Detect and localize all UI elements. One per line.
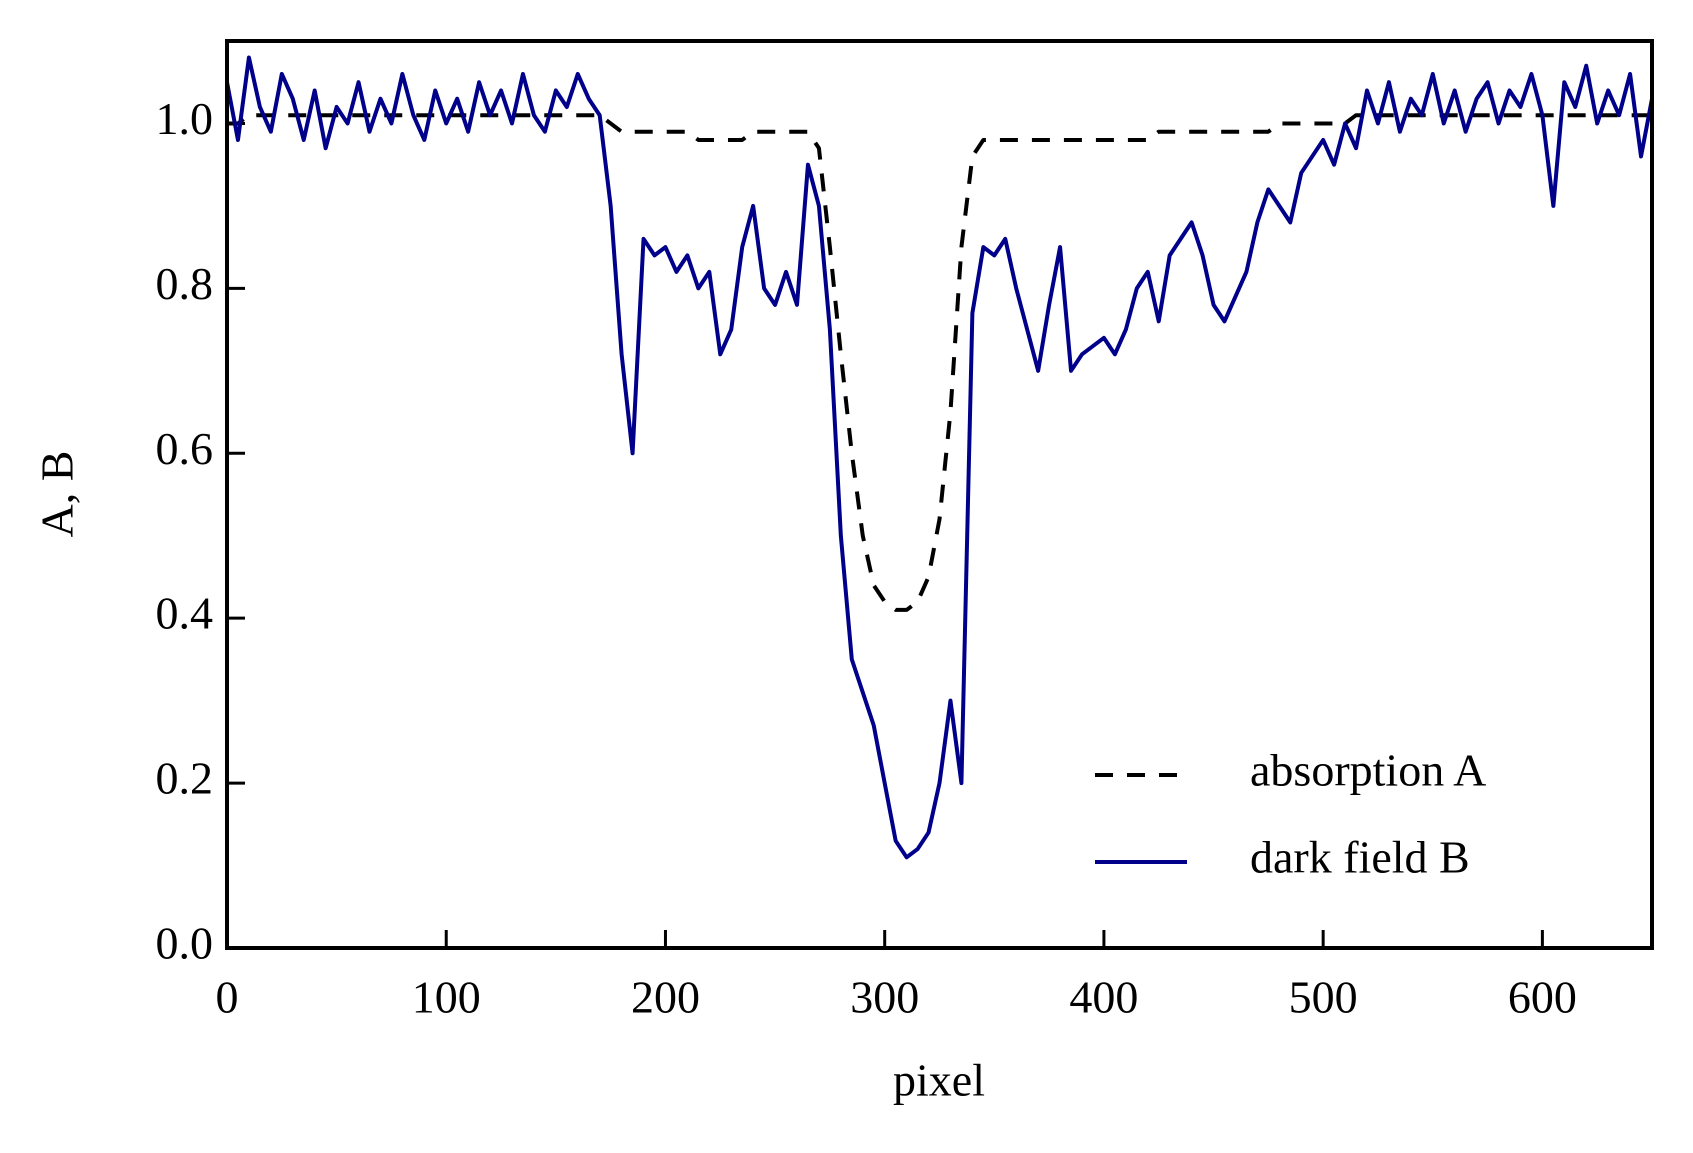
- y-tick-label: 0.4: [156, 588, 214, 639]
- legend-label: absorption A: [1250, 745, 1486, 796]
- x-axis-label: pixel: [893, 1055, 985, 1106]
- legend-label: dark field B: [1250, 832, 1470, 883]
- y-tick-label: 0.2: [156, 753, 214, 804]
- y-tick-label: 1.0: [156, 93, 214, 144]
- y-axis-label: A, B: [32, 451, 83, 538]
- data-line: [227, 113, 1652, 612]
- data-line: [227, 55, 1652, 860]
- y-tick-label: 0.8: [156, 258, 214, 309]
- x-tick-label: 300: [850, 972, 919, 1023]
- x-tick-label: 0: [216, 972, 239, 1023]
- x-tick-label: 200: [631, 972, 700, 1023]
- x-tick-label: 100: [412, 972, 481, 1023]
- x-tick-label: 400: [1069, 972, 1138, 1023]
- x-tick-label: 500: [1289, 972, 1358, 1023]
- x-tick-label: 600: [1508, 972, 1577, 1023]
- y-tick-label: 0.6: [156, 423, 214, 474]
- plot-frame: [225, 39, 1654, 950]
- y-tick-label: 0.0: [156, 918, 214, 969]
